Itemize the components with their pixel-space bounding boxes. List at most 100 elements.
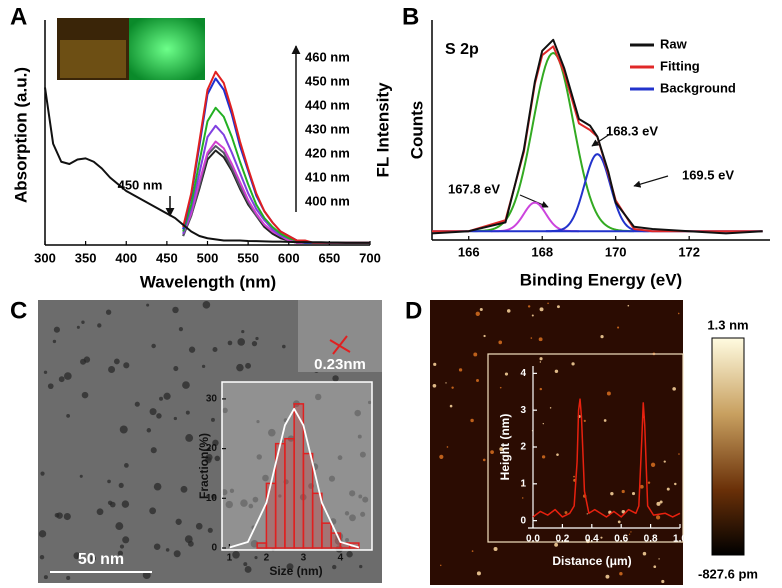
- particle: [663, 460, 666, 463]
- particle: [252, 496, 259, 503]
- particle: [153, 543, 161, 550]
- particle: [150, 447, 157, 454]
- legend-label: Fitting: [660, 58, 700, 73]
- x-tick-label: 0.0: [526, 534, 540, 545]
- particle: [229, 488, 235, 493]
- particle: [241, 329, 245, 334]
- particle: [107, 479, 111, 484]
- particle: [43, 370, 48, 374]
- particle: [483, 334, 486, 338]
- particle: [499, 386, 502, 389]
- particle: [600, 536, 603, 539]
- particle: [606, 391, 611, 396]
- particle: [212, 439, 219, 447]
- particle: [556, 453, 559, 456]
- photo-vial-uv: [129, 18, 205, 80]
- particle: [286, 563, 294, 571]
- particle: [345, 538, 350, 542]
- x-tick-label: 4: [338, 553, 344, 564]
- particle: [195, 522, 203, 530]
- particle: [482, 458, 486, 462]
- particle: [64, 372, 72, 380]
- particle: [357, 434, 362, 439]
- y-tick-label: 4: [520, 368, 526, 379]
- particle: [433, 362, 437, 366]
- y-axis-label: Absorption (a.u.): [11, 67, 30, 203]
- particle: [359, 451, 366, 458]
- particle: [40, 471, 45, 476]
- particle: [521, 484, 524, 487]
- particle: [248, 503, 254, 509]
- x-tick-label: 166: [458, 244, 480, 259]
- histogram-bar: [256, 542, 268, 549]
- x-tick-label: 450: [156, 250, 178, 265]
- particle: [539, 357, 543, 361]
- peak-label: 167.8 eV: [448, 181, 500, 196]
- x-axis-label: Size (nm): [269, 564, 322, 578]
- histogram-bar: [311, 492, 323, 549]
- particle: [628, 533, 631, 535]
- particle: [490, 450, 494, 454]
- particle: [647, 481, 651, 484]
- particle: [504, 372, 509, 376]
- particle: [73, 552, 81, 560]
- particle: [105, 309, 112, 315]
- y-tick-label: 10: [206, 493, 218, 504]
- x-axis-label: Binding Energy (eV): [520, 270, 682, 289]
- particle: [539, 307, 544, 312]
- peak-label: 168.3 eV: [606, 123, 658, 138]
- particle: [617, 326, 620, 329]
- series-line: [44, 87, 370, 244]
- particle: [642, 551, 647, 556]
- legend-label: Background: [660, 80, 736, 95]
- particle: [449, 404, 453, 408]
- particle: [54, 512, 60, 518]
- particle: [278, 494, 282, 498]
- particle: [134, 401, 140, 407]
- particle: [586, 513, 588, 515]
- particle: [159, 396, 164, 401]
- particle: [564, 511, 568, 514]
- afm-image: [430, 300, 683, 585]
- particle: [172, 306, 179, 314]
- particle: [476, 571, 481, 576]
- particle: [221, 489, 228, 496]
- particle: [554, 369, 559, 374]
- particle: [349, 490, 356, 497]
- legend-label: 430 nm: [305, 121, 350, 136]
- particle: [115, 522, 124, 531]
- histogram-bar: [293, 403, 305, 549]
- particle: [521, 497, 524, 499]
- particle: [202, 301, 211, 309]
- particle: [178, 327, 184, 332]
- particle: [554, 542, 559, 547]
- particle: [96, 508, 104, 516]
- x-tick-label: 1.0: [673, 534, 687, 545]
- particle: [39, 554, 45, 560]
- particle: [541, 455, 546, 459]
- legend-label: 420 nm: [305, 145, 350, 160]
- particle: [153, 482, 162, 491]
- particle: [222, 407, 228, 414]
- particle: [47, 383, 54, 390]
- x-tick-label: 600: [278, 250, 300, 265]
- particle: [225, 500, 233, 509]
- particle: [625, 536, 627, 539]
- particle: [81, 391, 89, 399]
- component-peak: [545, 153, 649, 233]
- x-tick-label: 350: [75, 250, 97, 265]
- particle: [354, 409, 361, 417]
- legend-label: 460 nm: [305, 49, 350, 64]
- particle: [538, 337, 543, 342]
- particle: [121, 500, 130, 508]
- particle: [185, 410, 190, 415]
- particle: [207, 527, 213, 533]
- x-axis-label: Distance (μm): [552, 554, 631, 568]
- x-tick-label: 700: [359, 250, 381, 265]
- particle: [81, 320, 85, 324]
- particle: [658, 558, 660, 560]
- particle: [621, 489, 625, 494]
- particle: [165, 548, 170, 552]
- particle: [631, 492, 636, 496]
- scale-bar-label: 50 nm: [78, 551, 124, 568]
